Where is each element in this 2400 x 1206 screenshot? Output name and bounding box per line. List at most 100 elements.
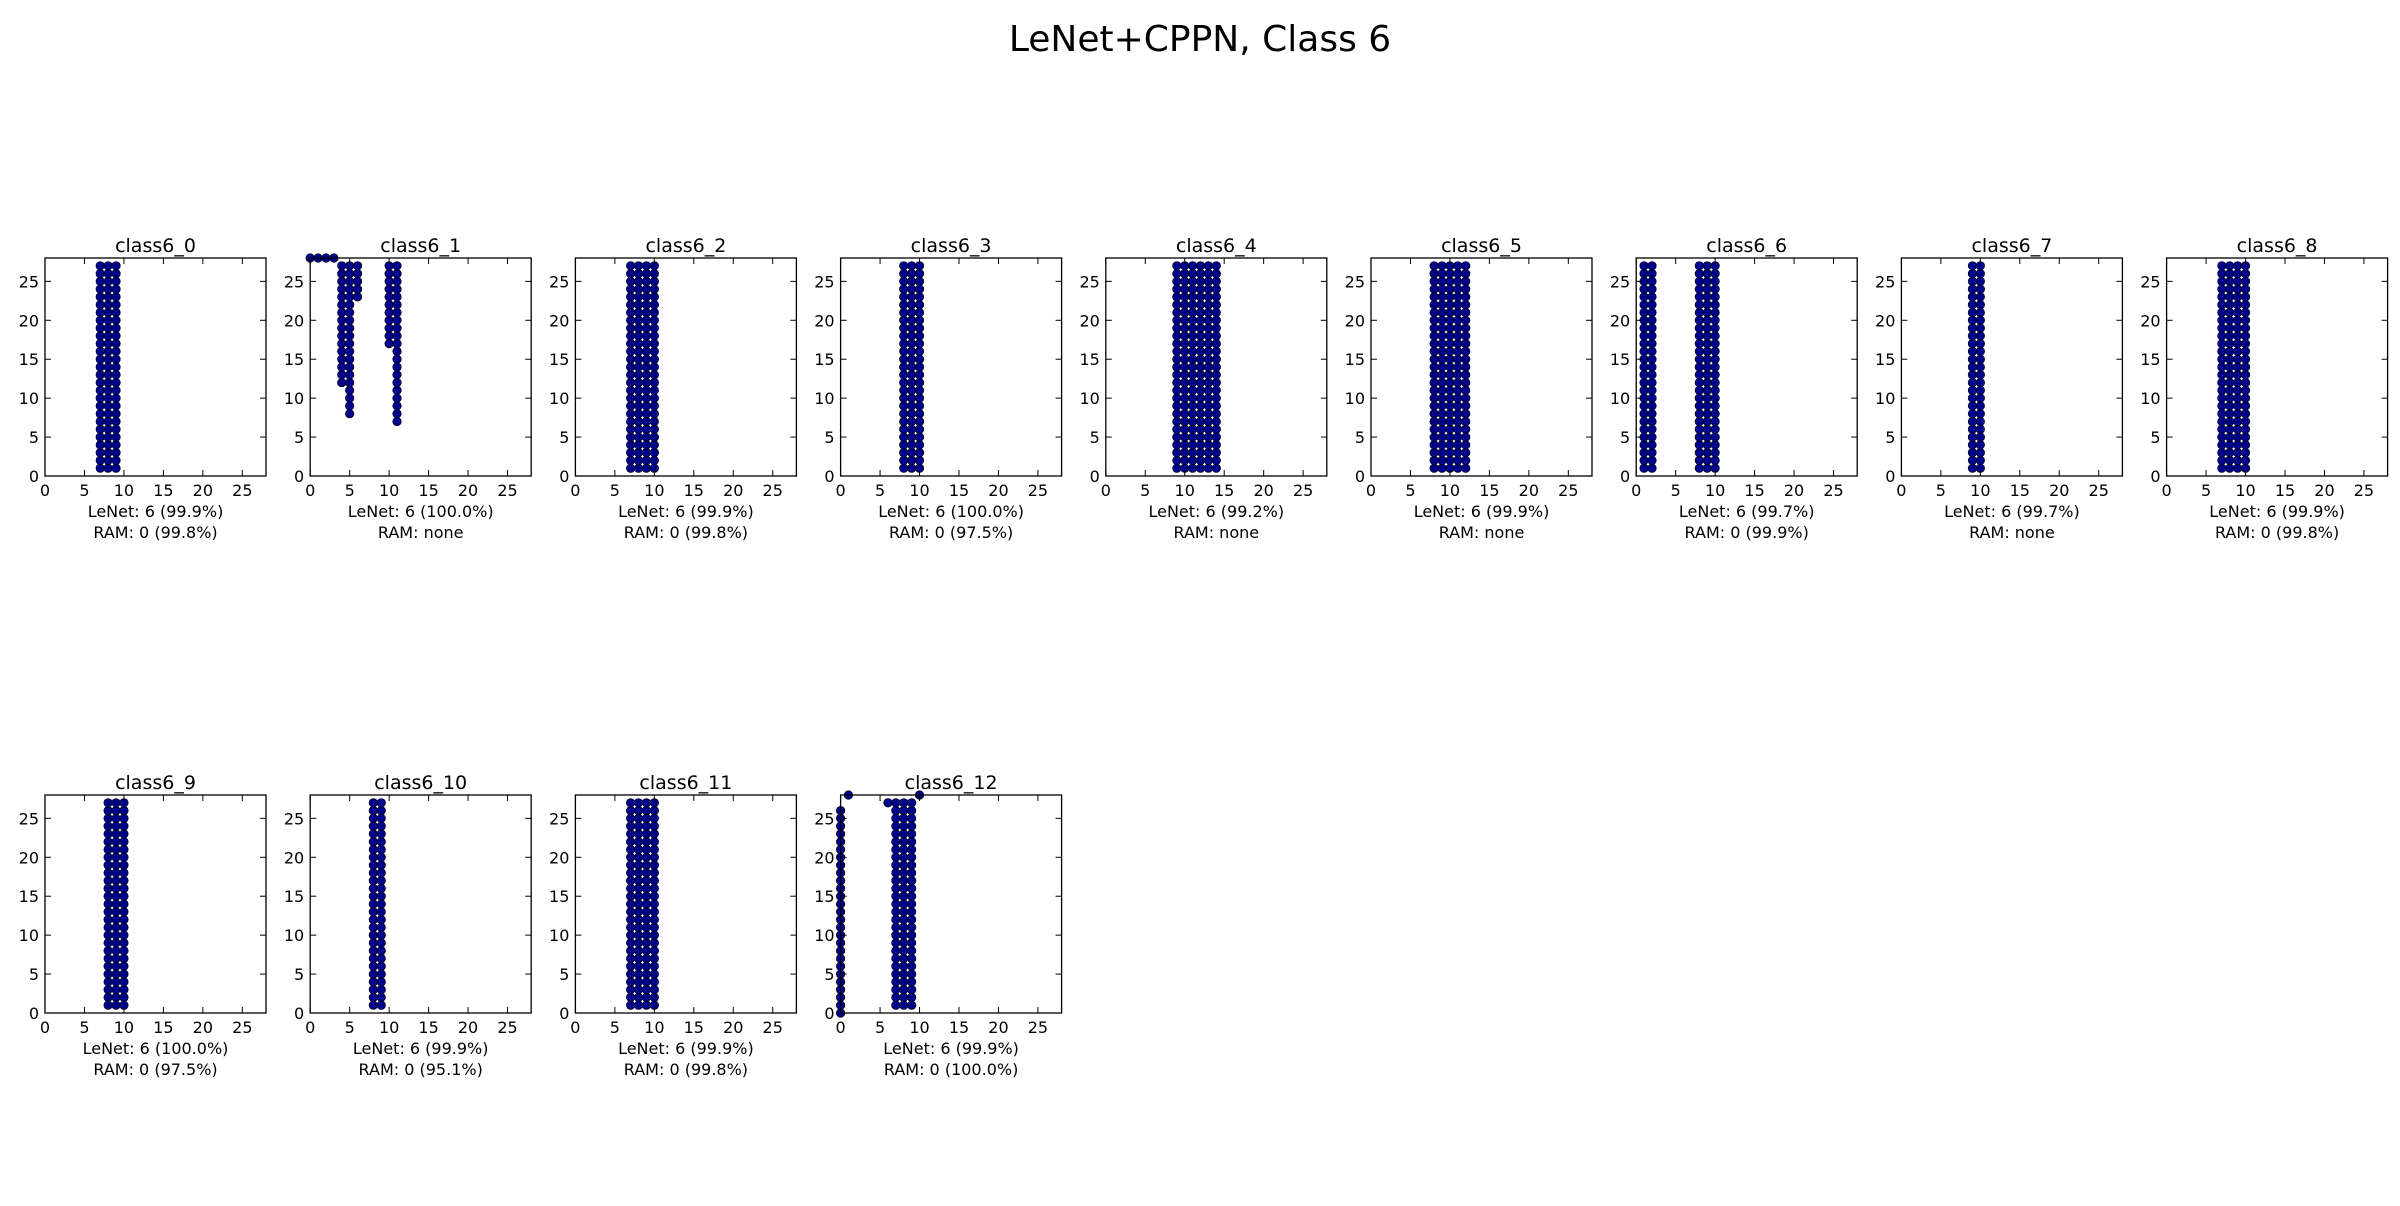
scatter-point: [891, 899, 901, 909]
scatter-point: [899, 829, 909, 839]
scatter-point: [1195, 370, 1206, 380]
scatter-point: [103, 323, 113, 333]
scatter-point: [1639, 377, 1649, 388]
y-tick-label: 5: [559, 965, 569, 984]
scatter-point: [626, 876, 636, 886]
scatter-point: [891, 883, 901, 894]
scatter-point: [376, 852, 386, 862]
scatter-point: [2217, 401, 2227, 411]
scatter-point: [384, 292, 394, 302]
scatter-point: [1461, 354, 1471, 364]
scatter-point: [2225, 385, 2235, 395]
scatter-point: [907, 307, 917, 318]
scatter-point: [376, 907, 386, 917]
scatter-point: [392, 409, 402, 419]
scatter-point: [103, 1000, 113, 1010]
scatter-point: [907, 393, 917, 403]
scatter-point: [103, 813, 113, 823]
scatter-point: [368, 1000, 378, 1010]
scatter-point: [1461, 268, 1471, 279]
scatter-point: [907, 798, 917, 808]
scatter-point: [1702, 276, 1712, 286]
scatter-point: [633, 448, 644, 458]
scatter-point: [641, 961, 652, 971]
scatter-point: [368, 837, 378, 847]
scatter-point: [2233, 401, 2243, 411]
scatter-point: [891, 969, 901, 979]
scatter-point: [899, 315, 909, 325]
scatter-point: [2217, 448, 2227, 458]
scatter-point: [376, 891, 386, 901]
scatter-point: [1429, 323, 1439, 333]
scatter-point: [907, 821, 917, 831]
scatter-point: [633, 985, 644, 995]
scatter-point: [1195, 284, 1206, 294]
y-tick-label: 5: [29, 965, 39, 984]
scatter-point: [1702, 261, 1712, 271]
scatter-point: [633, 930, 644, 940]
scatter-point: [1445, 307, 1455, 318]
scatter-point: [1975, 323, 1985, 333]
scatter-point: [641, 977, 652, 987]
scatter-point: [1180, 315, 1190, 325]
scatter-point: [384, 307, 394, 318]
scatter-point: [907, 953, 917, 964]
xlabel-ram: RAM: none: [378, 523, 464, 542]
y-tick-label: 10: [284, 926, 304, 945]
scatter-point: [649, 852, 659, 862]
scatter-point: [1453, 385, 1463, 395]
scatter-point: [2225, 448, 2235, 458]
scatter-point: [95, 409, 105, 419]
scatter-point: [376, 805, 386, 816]
scatter-point: [626, 448, 636, 458]
y-tick-label: 0: [294, 1004, 304, 1023]
scatter-point: [2217, 339, 2227, 349]
scatter-point: [345, 268, 355, 279]
scatter-point: [626, 362, 636, 372]
scatter-point: [649, 883, 659, 894]
y-tick-label: 15: [284, 887, 304, 906]
scatter-point: [1188, 440, 1198, 450]
scatter-point: [899, 354, 909, 364]
x-tick-label: 0: [305, 1018, 315, 1037]
scatter-point: [626, 868, 636, 878]
scatter-point: [1195, 300, 1206, 310]
scatter-point: [1453, 354, 1463, 364]
scatter-point: [1639, 401, 1649, 411]
x-tick-label: 10: [909, 1018, 929, 1037]
scatter-point: [1195, 440, 1206, 450]
scatter-point: [103, 922, 113, 932]
scatter-point: [2217, 393, 2227, 403]
scatter-point: [641, 946, 652, 956]
scatter-point: [1647, 409, 1657, 419]
scatter-point: [899, 930, 909, 940]
scatter-point: [1702, 362, 1712, 372]
scatter-point: [1461, 416, 1471, 427]
scatter-point: [907, 339, 917, 349]
scatter-point: [376, 899, 386, 909]
y-tick-label: 25: [19, 809, 39, 828]
scatter-point: [111, 370, 121, 380]
scatter-point: [2240, 292, 2251, 302]
scatter-point: [907, 268, 917, 279]
y-tick-label: 15: [549, 887, 569, 906]
scatter-point: [2233, 346, 2243, 357]
scatter-point: [1172, 261, 1182, 271]
scatter-point: [1647, 300, 1657, 310]
scatter-point: [1710, 424, 1720, 434]
scatter-point: [633, 463, 644, 473]
scatter-point: [111, 455, 121, 466]
scatter-point: [1461, 307, 1471, 318]
scatter-point: [633, 844, 644, 855]
scatter-point: [95, 463, 105, 473]
scatter-point: [1702, 370, 1712, 380]
scatter-point: [633, 829, 644, 839]
scatter-point: [2240, 370, 2251, 380]
scatter-point: [899, 339, 909, 349]
scatter-point: [1967, 393, 1978, 403]
scatter-point: [626, 985, 636, 995]
y-tick-label: 0: [824, 1004, 834, 1023]
scatter-point: [626, 977, 636, 987]
scatter-point: [1639, 284, 1649, 294]
scatter-point: [641, 992, 652, 1003]
